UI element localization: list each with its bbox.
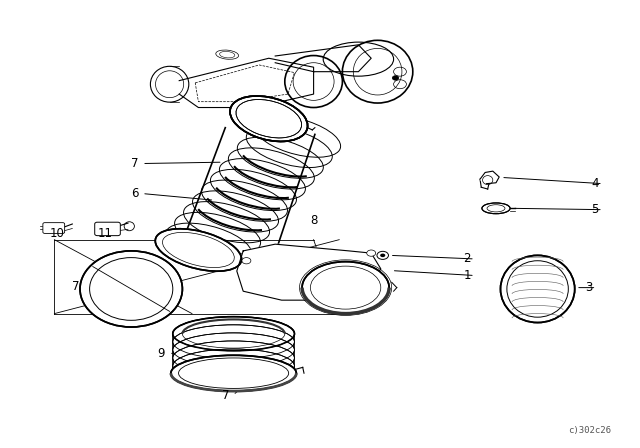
- Polygon shape: [237, 244, 381, 300]
- Text: 7: 7: [131, 157, 138, 170]
- Ellipse shape: [230, 96, 308, 142]
- Circle shape: [392, 76, 399, 80]
- Ellipse shape: [500, 255, 575, 323]
- Text: 10: 10: [50, 227, 65, 241]
- Ellipse shape: [173, 317, 294, 351]
- Ellipse shape: [173, 349, 294, 383]
- Ellipse shape: [80, 251, 182, 327]
- Ellipse shape: [173, 357, 294, 391]
- Text: c)302c26: c)302c26: [568, 426, 611, 435]
- Circle shape: [380, 254, 385, 257]
- Polygon shape: [480, 171, 499, 184]
- Ellipse shape: [302, 262, 389, 314]
- Ellipse shape: [156, 229, 241, 271]
- Circle shape: [367, 250, 376, 256]
- Ellipse shape: [173, 325, 294, 359]
- Text: 9: 9: [157, 347, 165, 361]
- Text: 6: 6: [131, 187, 138, 200]
- Text: 4: 4: [591, 177, 599, 190]
- Text: 8: 8: [310, 214, 317, 227]
- Text: 7: 7: [221, 388, 229, 402]
- Circle shape: [242, 258, 251, 264]
- Text: 11: 11: [98, 227, 113, 241]
- Polygon shape: [275, 45, 371, 72]
- Polygon shape: [179, 58, 314, 108]
- FancyBboxPatch shape: [95, 222, 120, 236]
- Ellipse shape: [173, 341, 294, 375]
- Text: 5: 5: [591, 203, 599, 216]
- Text: 7: 7: [72, 280, 79, 293]
- FancyBboxPatch shape: [43, 223, 65, 233]
- Ellipse shape: [482, 203, 510, 214]
- Ellipse shape: [173, 317, 294, 351]
- Text: 1: 1: [463, 269, 471, 282]
- Text: 3: 3: [585, 281, 593, 294]
- Ellipse shape: [171, 355, 296, 391]
- Circle shape: [377, 251, 388, 259]
- Ellipse shape: [173, 333, 294, 367]
- Text: 2: 2: [463, 252, 471, 266]
